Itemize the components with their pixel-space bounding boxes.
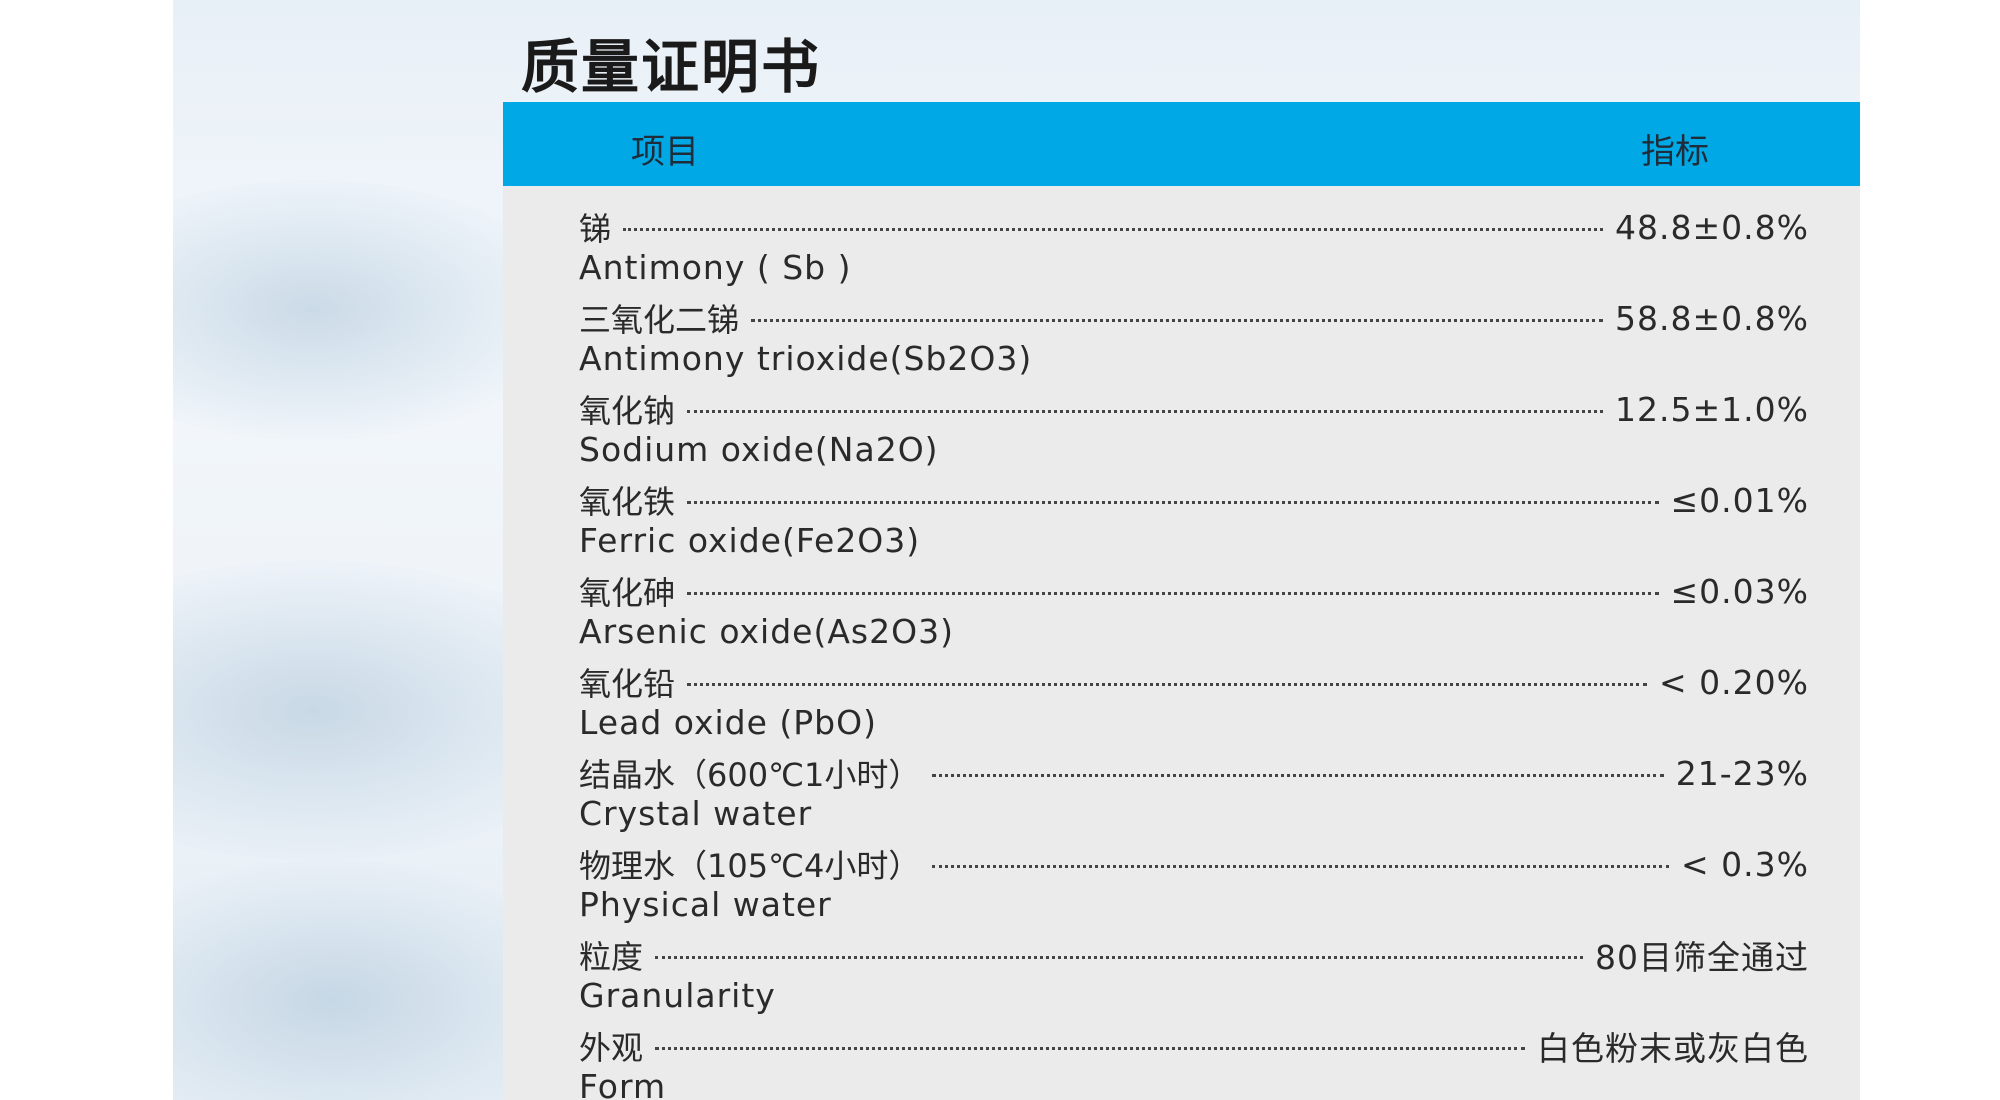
row-name-en: Physical water (579, 885, 832, 924)
row-value: ≤0.03% (1670, 571, 1809, 611)
table-row: 氧化铅 < 0.20% Lead oxide (PbO) (579, 659, 1809, 750)
row-value: 21-23% (1675, 753, 1809, 793)
row-name-cn: 锑 (579, 210, 612, 248)
row-name-en: Ferric oxide(Fe2O3) (579, 521, 921, 560)
table-row: 氧化砷 ≤0.03% Arsenic oxide(As2O3) (579, 568, 1809, 659)
row-name-en: Granularity (579, 976, 776, 1015)
dot-leader (751, 318, 1604, 322)
row-name-cn: 结晶水（600℃1小时） (579, 756, 921, 794)
row-name-cn: 物理水（105℃4小时） (579, 847, 921, 885)
row-name-cn: 三氧化二锑 (579, 301, 740, 339)
row-value: < 0.20% (1659, 662, 1809, 702)
row-name-en: Sodium oxide(Na2O) (579, 430, 939, 469)
dot-leader (932, 864, 1670, 868)
row-name-en: Antimony ( Sb ) (579, 248, 852, 287)
table-row: 物理水（105℃4小时） < 0.3% Physical water (579, 841, 1809, 932)
table-row: 锑 48.8±0.8% Antimony ( Sb ) (579, 204, 1809, 295)
dot-leader (655, 1046, 1525, 1050)
document-title: 质量证明书 (521, 33, 822, 101)
row-value: 58.8±0.8% (1615, 298, 1809, 338)
row-name-cn: 外观 (579, 1029, 644, 1067)
dot-leader (655, 955, 1583, 959)
row-name-en: Antimony trioxide(Sb2O3) (579, 339, 1033, 378)
spec-table: 项目 指标 锑 48.8±0.8% Antimony ( Sb ) 三氧化二锑 … (503, 102, 1860, 1100)
row-name-en: Arsenic oxide(As2O3) (579, 612, 954, 651)
header-spec-label: 指标 (1641, 132, 1709, 172)
header-item-label: 项目 (631, 132, 699, 172)
dot-leader (687, 409, 1604, 413)
dot-leader (623, 227, 1604, 231)
table-row: 三氧化二锑 58.8±0.8% Antimony trioxide(Sb2O3) (579, 295, 1809, 386)
row-name-en: Lead oxide (PbO) (579, 703, 877, 742)
table-row: 结晶水（600℃1小时） 21-23% Crystal water (579, 750, 1809, 841)
row-name-en: Form (579, 1067, 667, 1100)
row-value: ≤0.01% (1670, 480, 1809, 520)
table-row: 外观 白色粉末或灰白色 Form (579, 1023, 1809, 1100)
row-name-en: Crystal water (579, 794, 813, 833)
table-row: 粒度 80目筛全通过 Granularity (579, 932, 1809, 1023)
dot-leader (687, 682, 1648, 686)
table-header: 项目 指标 (503, 102, 1860, 186)
row-name-cn: 氧化钠 (579, 392, 676, 430)
row-name-cn: 氧化砷 (579, 574, 676, 612)
table-body: 锑 48.8±0.8% Antimony ( Sb ) 三氧化二锑 58.8±0… (579, 204, 1809, 1100)
row-name-cn: 氧化铅 (579, 665, 676, 703)
dot-leader (687, 591, 1659, 595)
row-value: 12.5±1.0% (1615, 389, 1809, 429)
table-row: 氧化钠 12.5±1.0% Sodium oxide(Na2O) (579, 386, 1809, 477)
row-value: 48.8±0.8% (1615, 207, 1809, 247)
table-row: 氧化铁 ≤0.01% Ferric oxide(Fe2O3) (579, 477, 1809, 568)
row-value: 80目筛全通过 (1595, 938, 1809, 977)
row-value: 白色粉末或灰白色 (1537, 1029, 1809, 1068)
row-name-cn: 粒度 (579, 938, 644, 976)
row-value: < 0.3% (1681, 844, 1809, 884)
dot-leader (932, 773, 1664, 777)
document-page: 质量证明书 项目 指标 锑 48.8±0.8% Antimony ( Sb ) … (173, 0, 1860, 1100)
row-name-cn: 氧化铁 (579, 483, 676, 521)
dot-leader (687, 500, 1659, 504)
